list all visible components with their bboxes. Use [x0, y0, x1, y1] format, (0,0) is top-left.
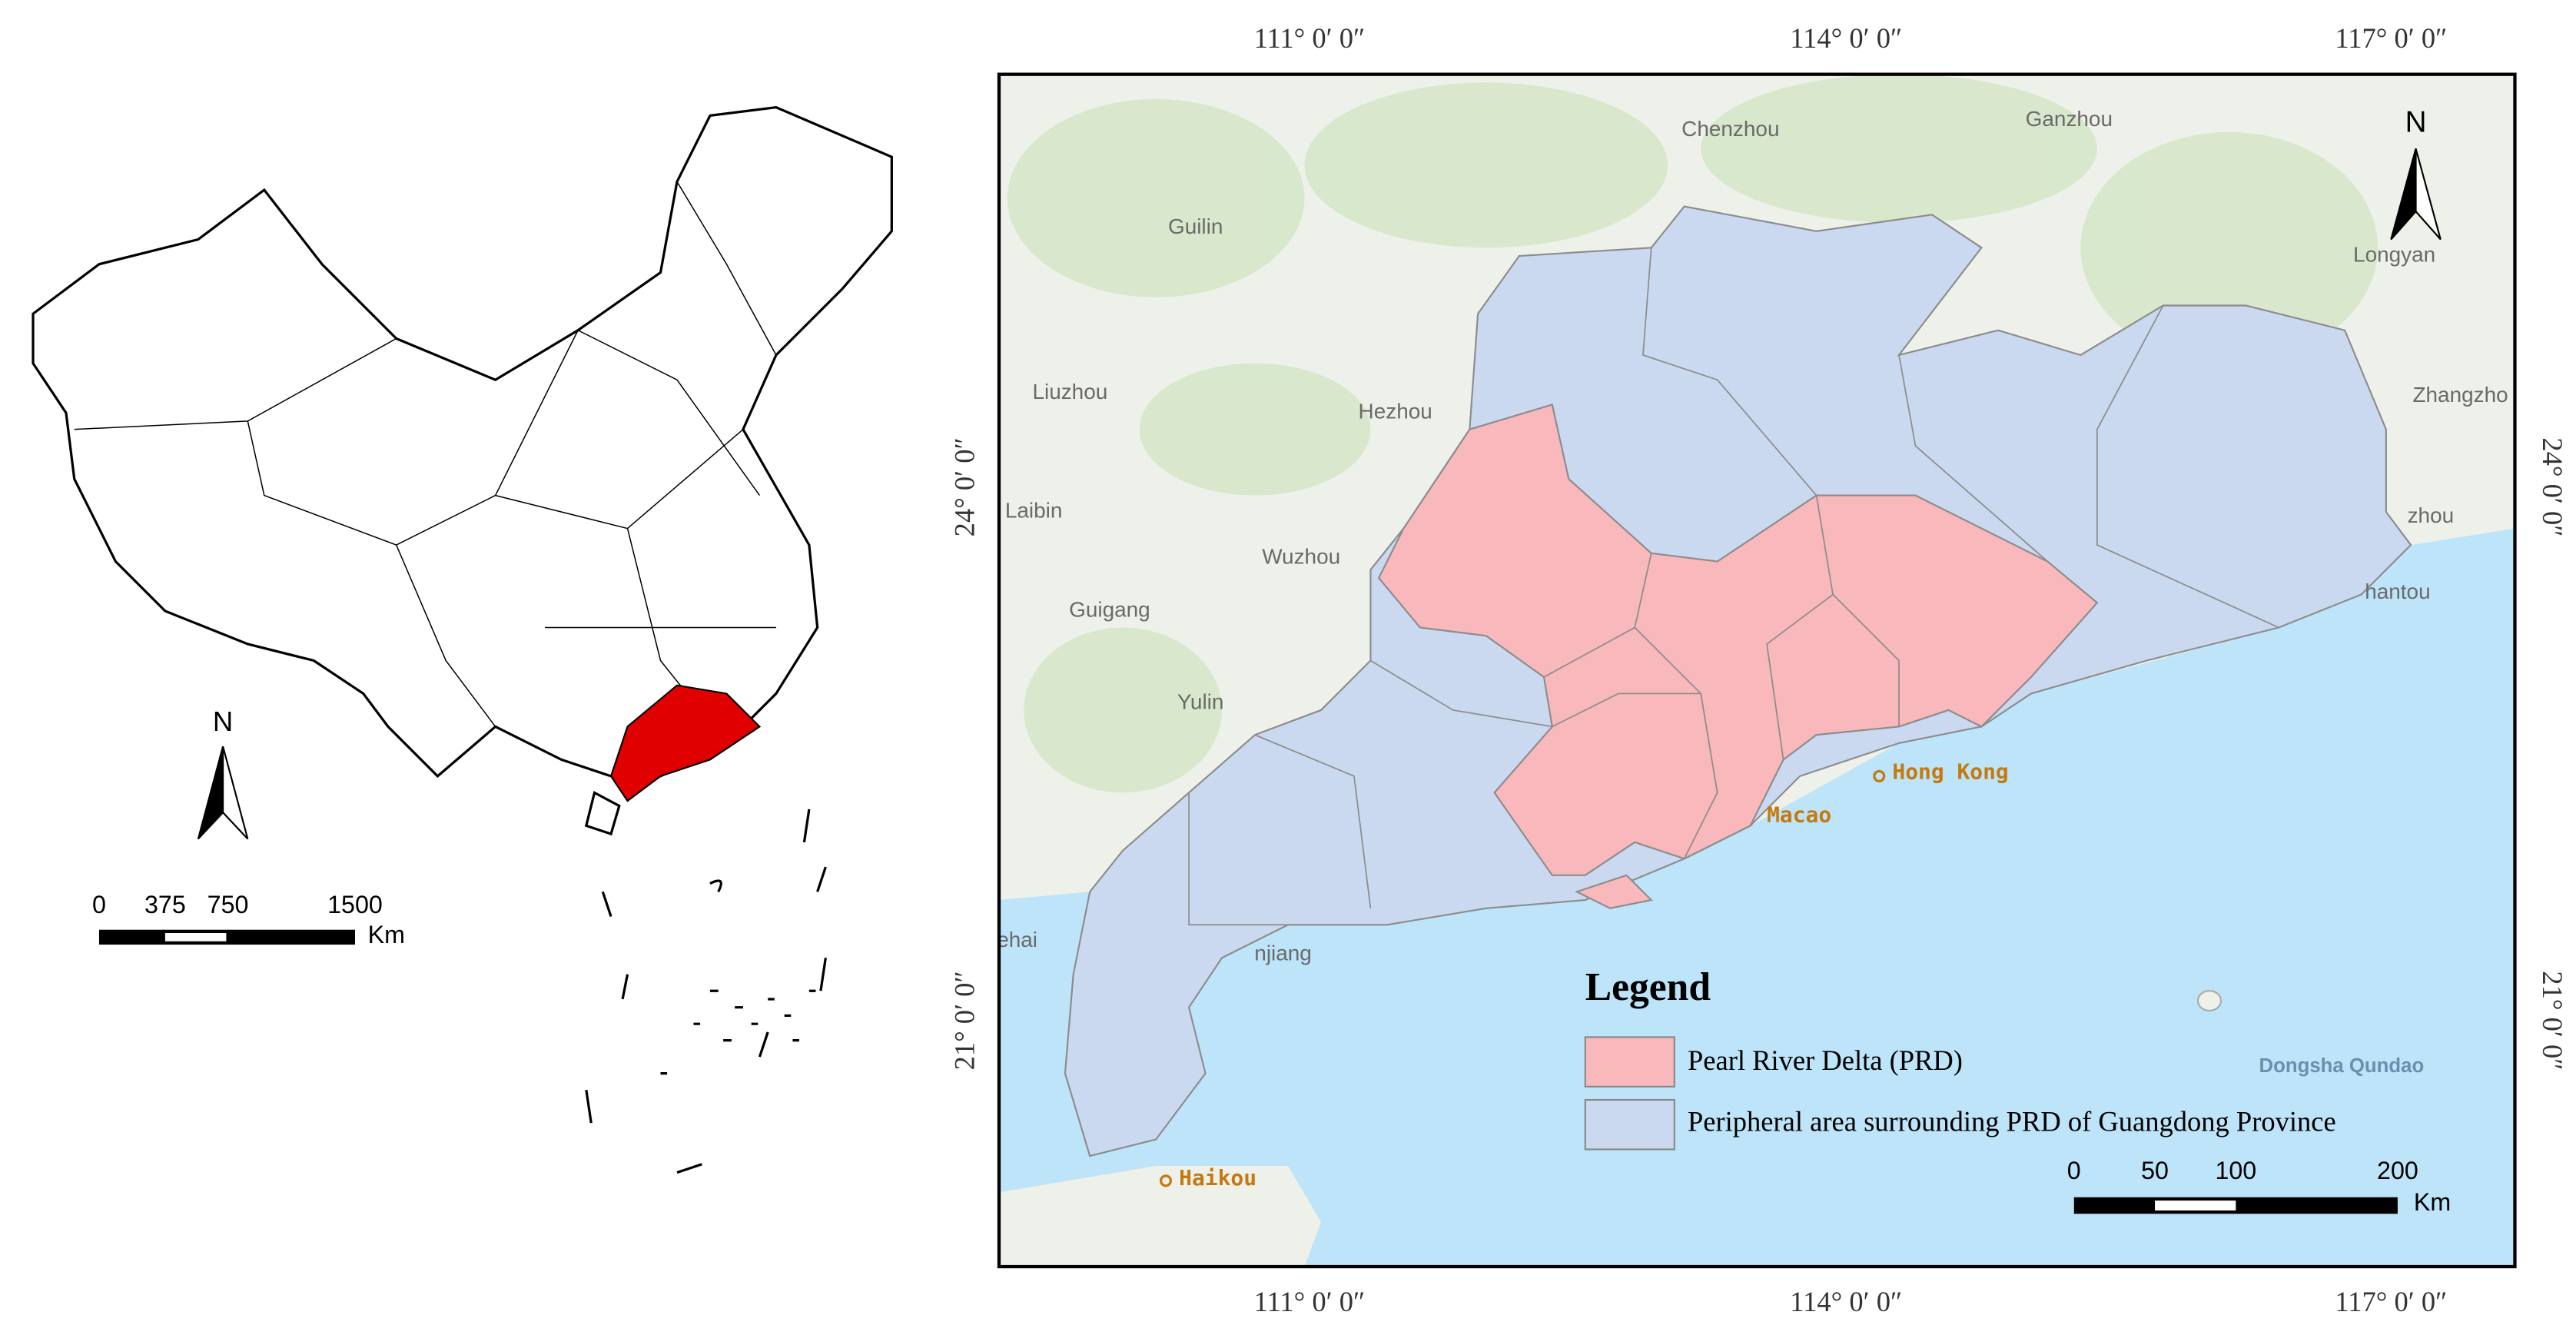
place-label: Ganzhou: [2026, 107, 2113, 131]
place-label: Hezhou: [1359, 400, 1432, 423]
scale-label: 0: [92, 891, 106, 918]
island: [2196, 990, 2222, 1012]
scale-label: 750: [207, 891, 249, 918]
longitude-label: 117° 0′ 0″: [2335, 22, 2447, 54]
guangdong-highlight: [609, 684, 762, 802]
peripheral-borders: [1188, 247, 2279, 926]
place-label: zhou: [2408, 503, 2455, 527]
legend-title: Legend: [1585, 965, 1711, 1009]
south-sea-islands: [585, 809, 827, 1174]
scale-label: 375: [144, 891, 186, 918]
scale-unit: Km: [2414, 1188, 2451, 1216]
legend-swatch: [1584, 1036, 1675, 1088]
scale-label: 100: [2215, 1157, 2256, 1184]
latitude-label: 24° 0′ 0″: [949, 437, 981, 536]
place-label: Yulin: [1177, 690, 1224, 714]
scale-label: 0: [2067, 1157, 2081, 1184]
province-borders: [74, 181, 777, 744]
main-north-arrow: N: [2390, 105, 2442, 241]
terrain: [1007, 74, 2378, 793]
scale-segment: [2155, 1201, 2236, 1210]
longitude-label: 114° 0′ 0″: [1790, 22, 1902, 54]
place-label: Zhangzho: [2412, 383, 2508, 407]
main-map: Chenzhou Ganzhou Guilin Longyan Liuzhou …: [997, 74, 2515, 1267]
sea: [998, 528, 2515, 1267]
china-outline: [32, 106, 893, 779]
scale-unit: Km: [368, 921, 405, 948]
north-arrow: [222, 746, 249, 840]
city-dot: [1159, 1174, 1173, 1187]
place-label: Guilin: [1168, 214, 1223, 238]
place-label: Wuzhou: [1262, 545, 1340, 569]
place-label: Liuzhou: [1032, 380, 1107, 403]
latitude-label: 21° 0′ 0″: [2537, 971, 2568, 1070]
legend-swatch: [1584, 1098, 1675, 1151]
main-scale-bar: 0 50 100 200 Km: [2067, 1157, 2451, 1216]
inset-north-arrow: N: [197, 706, 249, 840]
city-label: Macao: [1767, 802, 1831, 827]
inset-map: [32, 106, 893, 1174]
inset-scale-bar: 0 375 750 1500 Km: [92, 891, 405, 948]
place-label: ehai: [997, 928, 1037, 951]
north-label: N: [213, 706, 233, 737]
north-label: N: [2405, 105, 2427, 138]
latitude-label: 24° 0′ 0″: [2537, 437, 2568, 536]
place-label: njiang: [1254, 941, 1312, 965]
city-label: Haikou: [1179, 1165, 1256, 1191]
place-label: Chenzhou: [1681, 117, 1779, 141]
scale-label: 50: [2141, 1157, 2169, 1184]
place-label: Laibin: [1005, 498, 1063, 522]
place-label: hantou: [2365, 579, 2430, 603]
place-labels: Chenzhou Ganzhou Guilin Longyan Liuzhou …: [997, 107, 2508, 965]
hainan: [584, 790, 621, 836]
north-arrow: [2415, 148, 2442, 241]
place-label: Longyan: [2353, 242, 2435, 266]
graticule-labels: 111° 0′ 0″ 114° 0′ 0″ 117° 0′ 0″ 111° 0′…: [949, 22, 2569, 1317]
scale-label: 1500: [327, 891, 383, 918]
longitude-label: 111° 0′ 0″: [1254, 1286, 1366, 1317]
prd-island: [1575, 874, 1653, 909]
city-label: Hong Kong: [1892, 759, 2008, 785]
scale-label: 200: [2377, 1157, 2418, 1184]
north-arrow: [197, 746, 224, 840]
city-dot: [1873, 769, 1886, 782]
island-label: Dongsha Qundao: [2259, 1055, 2425, 1077]
city-labels: Hong Kong Macao Haikou Dongsha Qundao: [1159, 759, 2425, 1191]
prd-region: [1377, 403, 2099, 876]
latitude-label: 21° 0′ 0″: [949, 971, 981, 1070]
longitude-label: 114° 0′ 0″: [1790, 1286, 1902, 1317]
place-label: Guigang: [1069, 597, 1150, 621]
legend-label: Pearl River Delta (PRD): [1688, 1044, 1963, 1076]
scale-segment: [164, 933, 227, 941]
legend-label: Peripheral area surrounding PRD of Guang…: [1688, 1106, 2336, 1137]
hainan-land: [998, 1165, 1321, 1267]
longitude-label: 117° 0′ 0″: [2335, 1286, 2447, 1317]
scale-segment: [98, 929, 355, 945]
map-frame: [997, 72, 2517, 1269]
longitude-label: 111° 0′ 0″: [1254, 22, 1366, 54]
legend: Legend Pearl River Delta (PRD) Periphera…: [1584, 965, 2336, 1151]
prd-borders: [1543, 495, 1900, 859]
